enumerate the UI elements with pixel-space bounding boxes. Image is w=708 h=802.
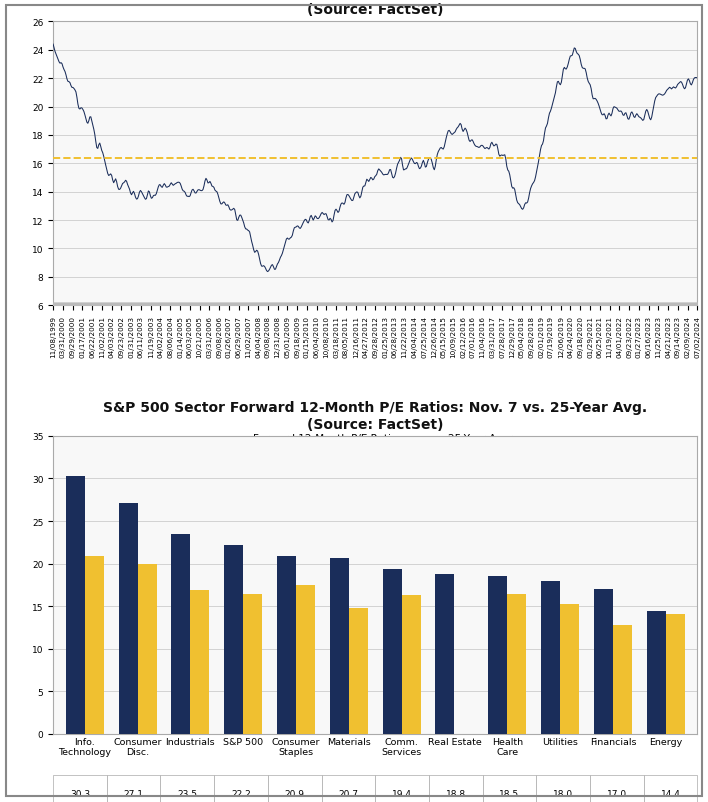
- Bar: [489, 577, 507, 734]
- Bar: [541, 581, 560, 734]
- Title: S&P 500 Forward 12-Month P/E Ratio: 25 Years
(Source: FactSet): S&P 500 Forward 12-Month P/E Ratio: 25 Y…: [190, 0, 560, 17]
- Bar: [118, 504, 137, 734]
- Bar: [296, 585, 315, 734]
- Bar: [613, 625, 632, 734]
- Bar: [666, 614, 685, 734]
- Bar: [190, 590, 210, 734]
- Bar: [507, 594, 526, 734]
- Bar: [330, 558, 349, 734]
- Bar: [66, 476, 85, 734]
- Bar: [224, 545, 244, 734]
- Bar: [244, 594, 262, 734]
- Bar: [594, 589, 613, 734]
- Bar: [171, 534, 190, 734]
- Bar: [401, 595, 421, 734]
- Bar: [435, 574, 455, 734]
- Legend: Forward 12-Month P/E Ratio, 25-Year Average: Forward 12-Month P/E Ratio, 25-Year Aver…: [215, 430, 536, 448]
- Bar: [349, 608, 368, 734]
- Bar: [382, 569, 401, 734]
- Bar: [560, 605, 579, 734]
- Title: S&P 500 Sector Forward 12-Month P/E Ratios: Nov. 7 vs. 25-Year Avg.
(Source: Fac: S&P 500 Sector Forward 12-Month P/E Rati…: [103, 401, 647, 431]
- Bar: [85, 557, 104, 734]
- Bar: [137, 565, 156, 734]
- Bar: [646, 611, 666, 734]
- Bar: [277, 557, 296, 734]
